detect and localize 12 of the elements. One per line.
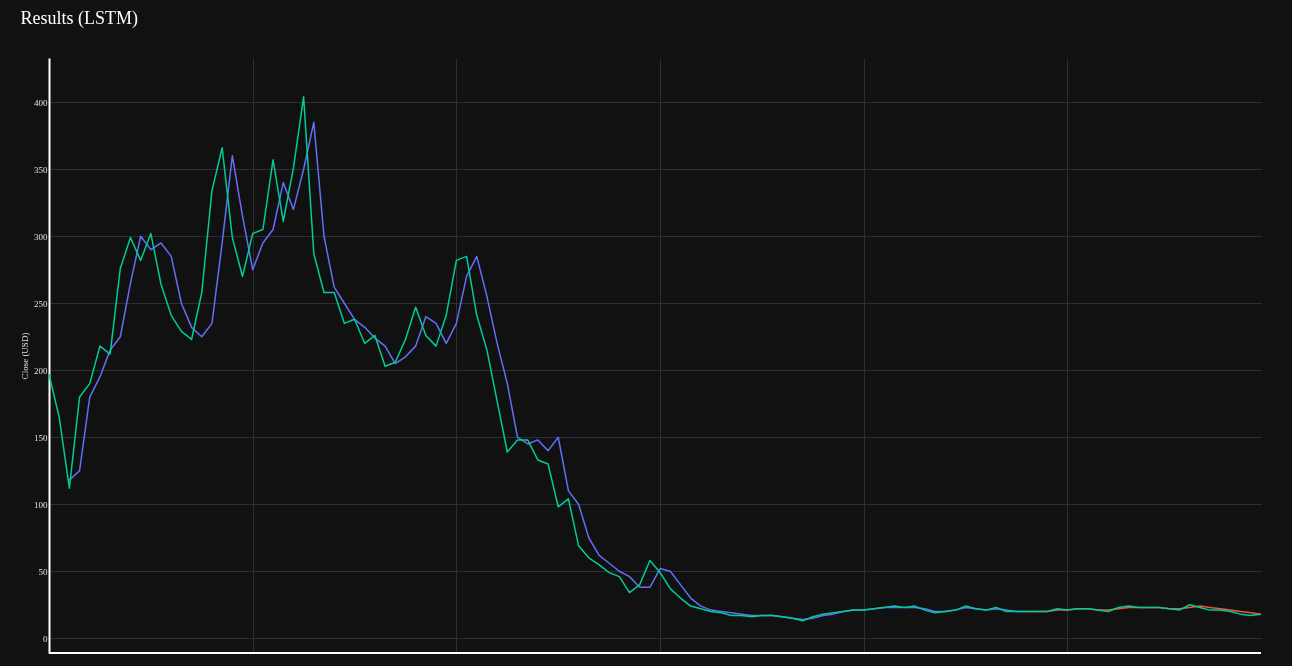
chart-title: Results (LSTM)	[20, 8, 139, 29]
y-tick-label: 150	[34, 432, 48, 443]
y-tick-label: 0	[43, 633, 48, 644]
y-axis-title: Close (USD)	[20, 332, 30, 380]
line-series	[48, 96, 1262, 622]
y-tick-label: 400	[34, 97, 48, 108]
y-tick-label: 200	[34, 365, 48, 376]
y-tick-label: 350	[34, 164, 48, 175]
y-tick-label: 300	[34, 231, 48, 242]
y-tick-label: 50	[38, 566, 48, 577]
y-tick-label: 250	[34, 298, 48, 309]
y-tick-label: 100	[34, 499, 48, 510]
